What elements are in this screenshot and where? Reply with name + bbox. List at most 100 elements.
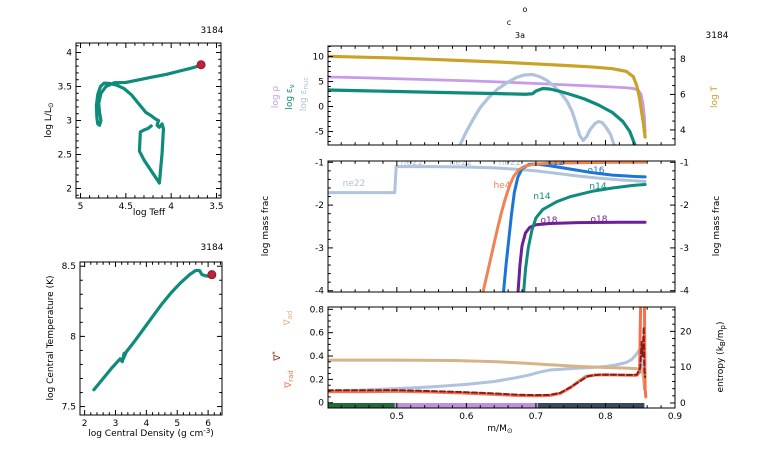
curve-label-o18-b: o18 [591,215,608,225]
tick-label: 8 [70,332,76,342]
grad-label-nabla-rad: ∇rad [284,370,295,389]
profile-label-log-rho: log ρ [271,86,281,109]
curve-label-ne22-top1: ne22 [401,158,424,168]
tick-label: 8.5 [62,262,76,272]
series-n14 [522,183,647,292]
abund-frame [327,160,676,293]
profile-label-log-t: log T [710,85,720,108]
series-evolution-track [94,63,203,185]
tick-label: 0.2 [310,375,324,385]
trho-plot-area [92,268,214,392]
tick-label: 0 [318,399,324,409]
tick-label: 2 [66,184,72,194]
tick-label: 0.4 [310,352,325,362]
tick-label: 3 [66,117,72,127]
grad-xlabel: m/M⊙ [487,424,512,435]
model-number-trho: 3184 [201,243,224,253]
grad-ylabel-entropy: entropy (kB/mp) [716,322,727,393]
tick-label: 8 [680,55,686,65]
tick-label: 5 [174,419,180,429]
trho-ticks [80,262,222,415]
model-number-hr: 3184 [201,26,224,36]
tick-label: -2 [680,201,689,211]
profile-label-log-eps-nu: log εν [285,84,296,109]
series-nabla-star [328,325,647,397]
tick-label: 10 [680,363,692,373]
hr-ylabel: log L/L⊙ [44,102,55,138]
tick-label: -5 [315,128,324,138]
profile-plot-area [328,54,647,145]
series-log-rho [328,75,647,133]
tick-label: 4 [144,419,150,429]
profile-chart: -5 0 5 10 4 6 8 [313,45,686,146]
trho-chart: 2 3 4 5 6 7.5 8 8.5 [62,261,223,429]
grad-plot-area [328,307,648,408]
tick-label: 0.9 [668,412,683,422]
tick-label: 3.5 [58,83,72,93]
current-model-marker [207,270,217,280]
series-nabla-rad [328,307,648,399]
tick-label: 0.7 [529,412,543,422]
tick-label: 2 [82,419,88,429]
tick-label: 4 [168,202,174,212]
tick-label: 20 [680,327,692,337]
tick-label: -1 [315,158,324,168]
grad-frame [327,306,676,409]
burn-label-o: o [523,5,528,14]
tick-label: 10 [313,53,325,63]
curve-label-n14-a: n14 [533,192,550,202]
grad-chart: 0.5 0.6 0.7 0.8 0.9 0 0.2 0.4 0.6 0.8 0 10 20 [310,305,692,422]
hr-ticks [76,43,221,198]
current-model-marker [196,60,206,70]
tick-label: 0.5 [390,412,404,422]
series-he4 [481,161,647,292]
series-log-t [328,54,647,139]
model-number-profile: 3184 [706,31,729,41]
burn-label-3a: 3a [515,31,525,40]
abund-plot-area: ne22 ne22 ne22 c12 [328,158,647,292]
tick-label: 4 [66,49,72,59]
curve-label-o16: o16 [588,166,605,176]
profile-label-log-eps-nuc: log εnuc [299,77,310,111]
grad-label-nabla-ad: ∇ad [283,311,294,327]
tick-label: 6 [205,419,211,429]
tick-label: 3.5 [209,202,223,212]
tick-label: 0.6 [459,412,474,422]
tick-label: 2.5 [58,150,72,160]
curve-label-ne22-top2: ne22 [450,158,473,168]
curve-label-ne22-top3: ne22 [499,158,522,168]
tick-label: 7.5 [62,403,76,413]
series-entropy [328,349,647,393]
abund-chart: ne22 ne22 ne22 c12 -4 -4 -3 -3 -2 -2 -1 -1 [315,158,689,297]
tick-label: -4 [315,287,324,297]
grad-label-nabla-star: ∇* [271,351,283,362]
curve-label-he4: he4 [494,181,511,191]
series-o18 [516,220,647,292]
curve-label-n14-b: n14 [589,182,606,192]
tick-label: 3 [113,419,119,429]
tick-label: 4 [680,126,686,136]
abund-ylabel-left: log mass frac [261,196,271,256]
tick-label: 0.6 [310,329,325,339]
series-ne22 [328,165,647,195]
abund-ylabel-right: log mass frac [712,196,722,256]
tick-label: 0.8 [598,412,613,422]
tick-label: 0 [680,399,686,409]
tick-label: 6 [680,90,686,100]
profile-ticks [328,46,676,145]
tick-label: 5 [318,78,324,88]
curve-label-o18-a: o18 [541,216,558,226]
tick-label: -1 [680,158,689,168]
tick-label: -4 [680,287,689,297]
tick-label: -3 [680,244,689,254]
grad-ticks [328,307,676,408]
tick-label: -3 [315,244,324,254]
profile-frame [327,45,676,146]
hr-xlabel: log Teff [133,208,166,218]
tick-label: 0.8 [310,305,325,315]
tick-label: 5 [78,202,84,212]
hr-chart: 5 4.5 4 3.5 2 2.5 3 3.5 4 [58,42,224,212]
burn-label-c: c [507,18,511,27]
curve-label-c12: c12 [548,158,564,168]
series-log-eps-nu [328,86,637,145]
